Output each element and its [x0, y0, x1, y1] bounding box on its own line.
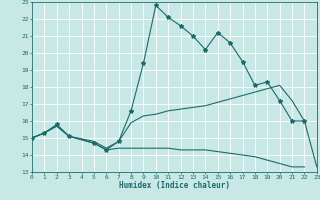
X-axis label: Humidex (Indice chaleur): Humidex (Indice chaleur): [119, 181, 230, 190]
